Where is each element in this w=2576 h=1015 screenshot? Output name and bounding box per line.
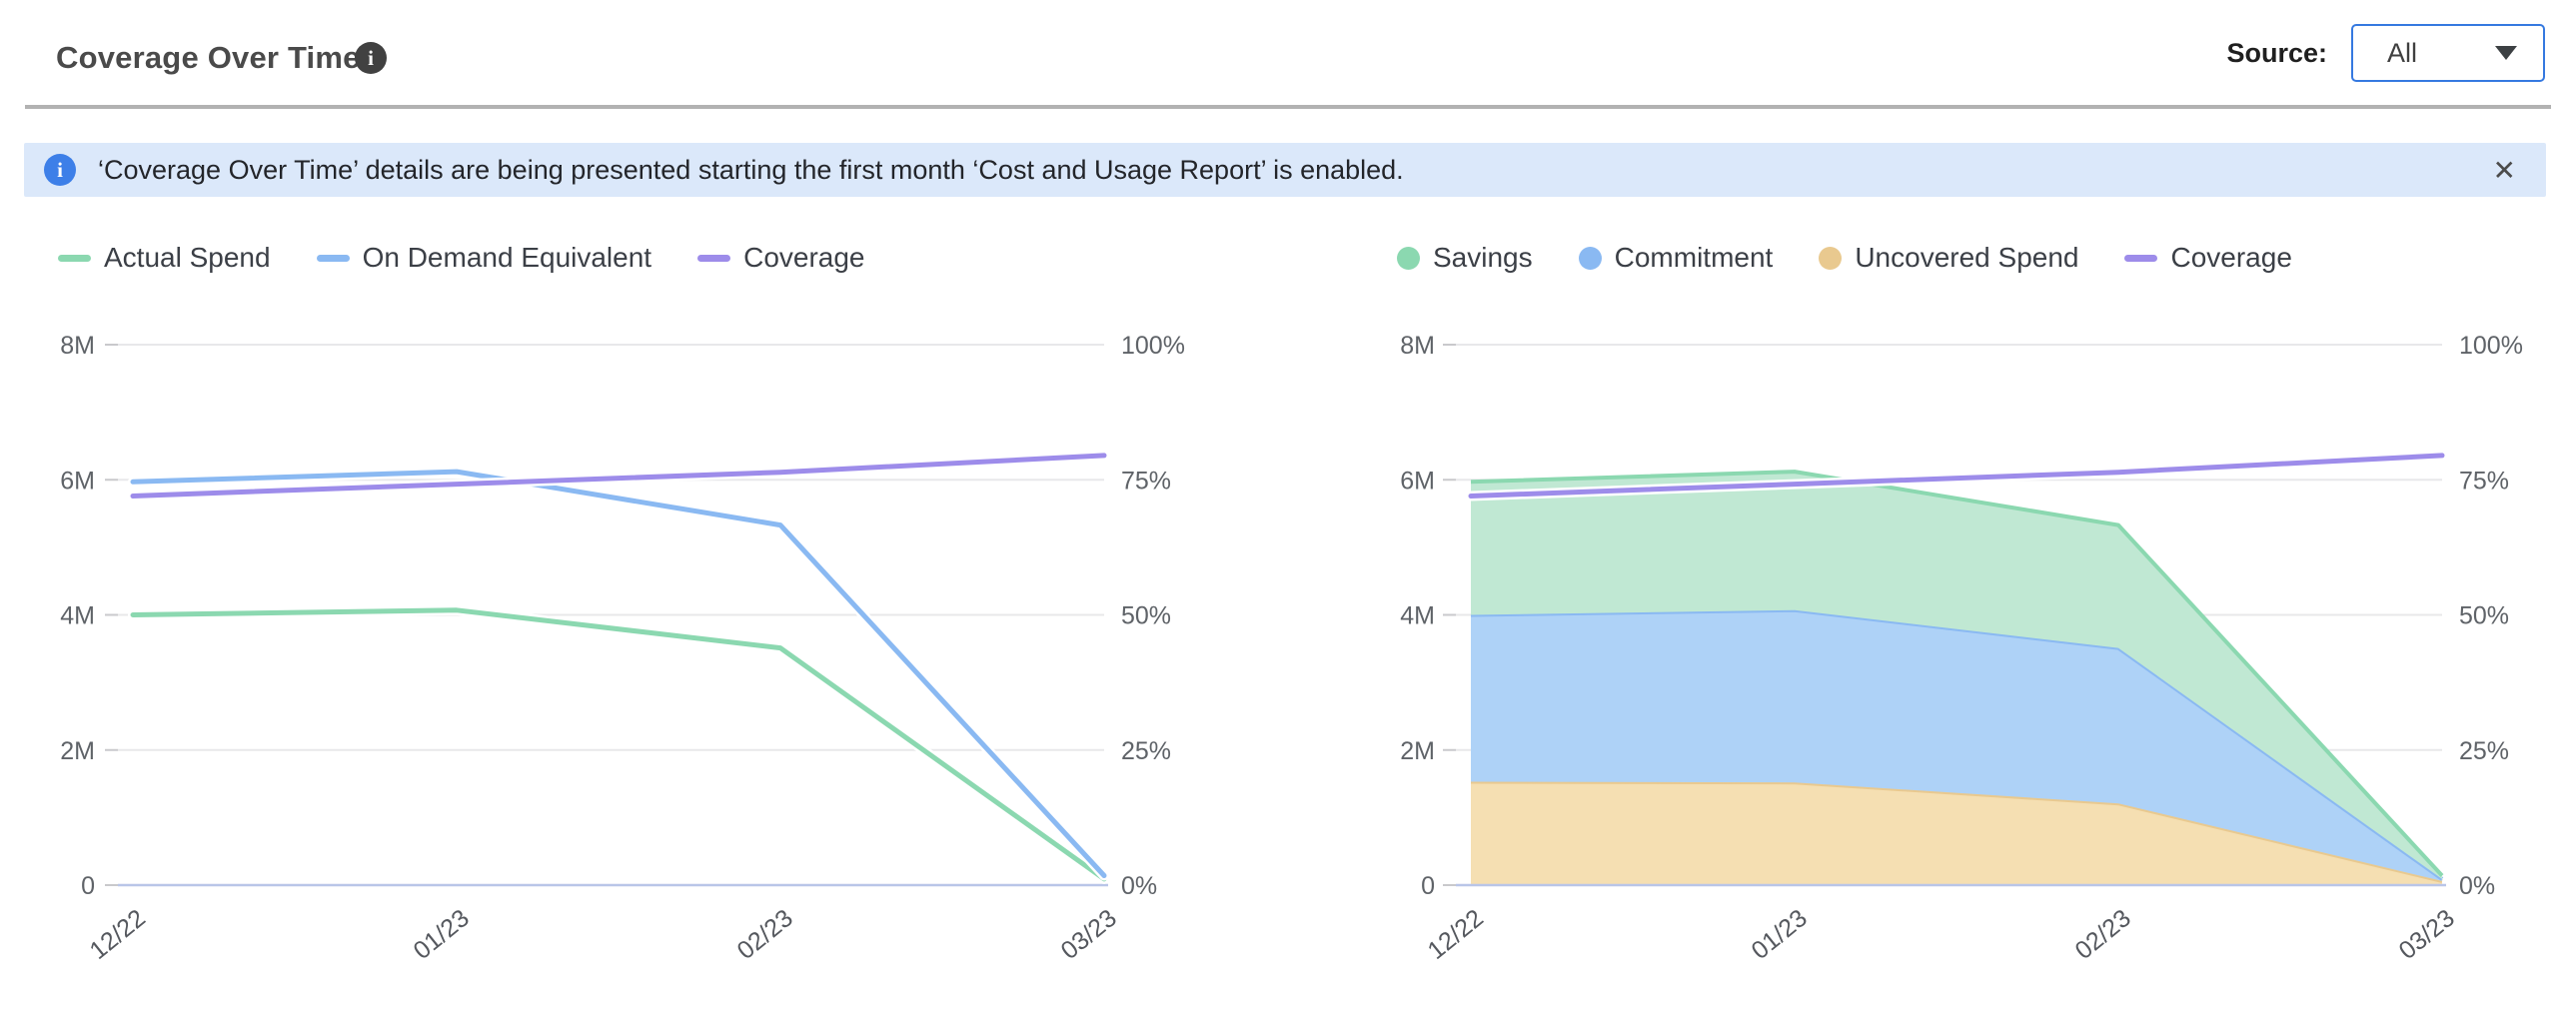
- widget-header: Coverage Over Time i Source: All: [0, 0, 2576, 109]
- legend-right-chart: Savings Commitment Uncovered Spend Coverage: [1397, 232, 2292, 284]
- y-axis-percent-label: 75%: [2459, 467, 2509, 495]
- header-divider: [25, 105, 2551, 109]
- legend-label: On Demand Equivalent: [362, 242, 652, 273]
- legend-label: Savings: [1433, 242, 1533, 273]
- chevron-down-icon: [2495, 46, 2517, 60]
- dash-marker-icon: [58, 254, 91, 262]
- y-axis-percent-label: 25%: [1121, 737, 1171, 765]
- source-dropdown[interactable]: All: [2351, 24, 2545, 82]
- y-axis-percent-label: 50%: [2459, 602, 2509, 630]
- y-axis-percent-label: 50%: [1121, 602, 1171, 630]
- close-icon[interactable]: ✕: [2492, 154, 2516, 186]
- y-axis-percent-label: 0%: [1121, 872, 1157, 900]
- y-axis-label: 0: [1421, 872, 1435, 900]
- series-on-demand-equivalent: [130, 469, 1107, 878]
- y-axis-label: 0: [81, 872, 95, 900]
- x-axis-label: 12/22: [85, 904, 151, 965]
- series-actual-spend: [130, 607, 1107, 882]
- y-axis-label: 8M: [1400, 332, 1435, 360]
- legend-item-on-demand-equivalent[interactable]: On Demand Equivalent: [316, 242, 652, 274]
- x-axis-label: 12/22: [1423, 904, 1489, 965]
- y-axis-label: 4M: [1400, 602, 1435, 630]
- source-control: Source: All: [2226, 24, 2545, 82]
- info-banner: i ‘Coverage Over Time’ details are being…: [24, 143, 2546, 197]
- legend-item-uncovered-spend[interactable]: Uncovered Spend: [1819, 242, 2078, 274]
- dash-marker-icon: [316, 254, 350, 262]
- info-icon: i: [44, 154, 76, 186]
- legend-label: Uncovered Spend: [1855, 242, 2079, 273]
- y-axis-label: 8M: [60, 332, 95, 360]
- area-uncovered-spend: [1471, 781, 2442, 885]
- dot-marker-icon: [1397, 246, 1420, 270]
- legend-item-actual-spend[interactable]: Actual Spend: [58, 242, 271, 274]
- title-info-icon[interactable]: i: [355, 42, 387, 74]
- series-coverage: [130, 453, 1107, 499]
- x-axis-label: 01/23: [1747, 904, 1813, 965]
- source-label: Source:: [2226, 37, 2327, 68]
- legend-item-commitment[interactable]: Commitment: [1578, 242, 1774, 274]
- y-axis-percent-label: 100%: [2459, 332, 2523, 360]
- x-axis-label: 02/23: [2070, 904, 2136, 965]
- charts-canvas: 8M 100% 6M 75% 4M 50% 2M 25% 0 0% 12/22 01/23 02/23 0…: [60, 332, 2523, 965]
- y-axis-label: 4M: [60, 602, 95, 630]
- y-axis-label: 2M: [1400, 737, 1435, 765]
- y-axis-percent-label: 100%: [1121, 332, 1185, 360]
- area-edge-savings: [1470, 470, 2444, 877]
- y-axis-percent-label: 75%: [1121, 467, 1171, 495]
- x-axis-label: 03/23: [1056, 904, 1122, 965]
- source-dropdown-value: All: [2387, 37, 2418, 68]
- y-axis-label: 6M: [1400, 467, 1435, 495]
- y-axis-percent-label: 25%: [2459, 737, 2509, 765]
- line-casing: [128, 467, 1109, 881]
- y-axis-percent-label: 0%: [2459, 872, 2495, 900]
- dash-marker-icon: [697, 254, 731, 262]
- y-axis-label: 2M: [60, 737, 95, 765]
- dash-marker-icon: [2124, 254, 2158, 262]
- left-chart: 8M 100% 6M 75% 4M 50% 2M 25% 0 0% 12/22 01/23 02/23 0…: [60, 332, 1185, 965]
- legend-label: Actual Spend: [104, 242, 271, 273]
- line-casing: [128, 604, 1109, 884]
- legend-item-coverage[interactable]: Coverage: [697, 242, 865, 274]
- dot-marker-icon: [1819, 246, 1843, 270]
- info-banner-text: ‘Coverage Over Time’ details are being p…: [98, 154, 1404, 185]
- legend-item-coverage[interactable]: Coverage: [2124, 242, 2292, 274]
- legend-item-savings[interactable]: Savings: [1397, 242, 1533, 274]
- page-title: Coverage Over Time: [56, 40, 361, 75]
- legend-label: Commitment: [1614, 242, 1774, 273]
- legend-left-chart: Actual Spend On Demand Equivalent Coverage: [58, 232, 865, 284]
- dot-marker-icon: [1578, 246, 1602, 270]
- legend-label: Coverage: [2170, 242, 2292, 273]
- right-chart: 8M 100% 6M 75% 4M 50% 2M 25% 0 0% 12/22 01/23 02/23 0…: [1400, 332, 2523, 965]
- area-commitment: [1471, 609, 2442, 881]
- x-axis-label: 01/23: [409, 904, 475, 965]
- area-savings: [1471, 472, 2442, 879]
- y-axis-label: 6M: [60, 467, 95, 495]
- series-coverage: [1468, 453, 2445, 499]
- x-axis-label: 02/23: [732, 904, 798, 965]
- x-axis-label: 03/23: [2394, 904, 2460, 965]
- legend-label: Coverage: [743, 242, 865, 273]
